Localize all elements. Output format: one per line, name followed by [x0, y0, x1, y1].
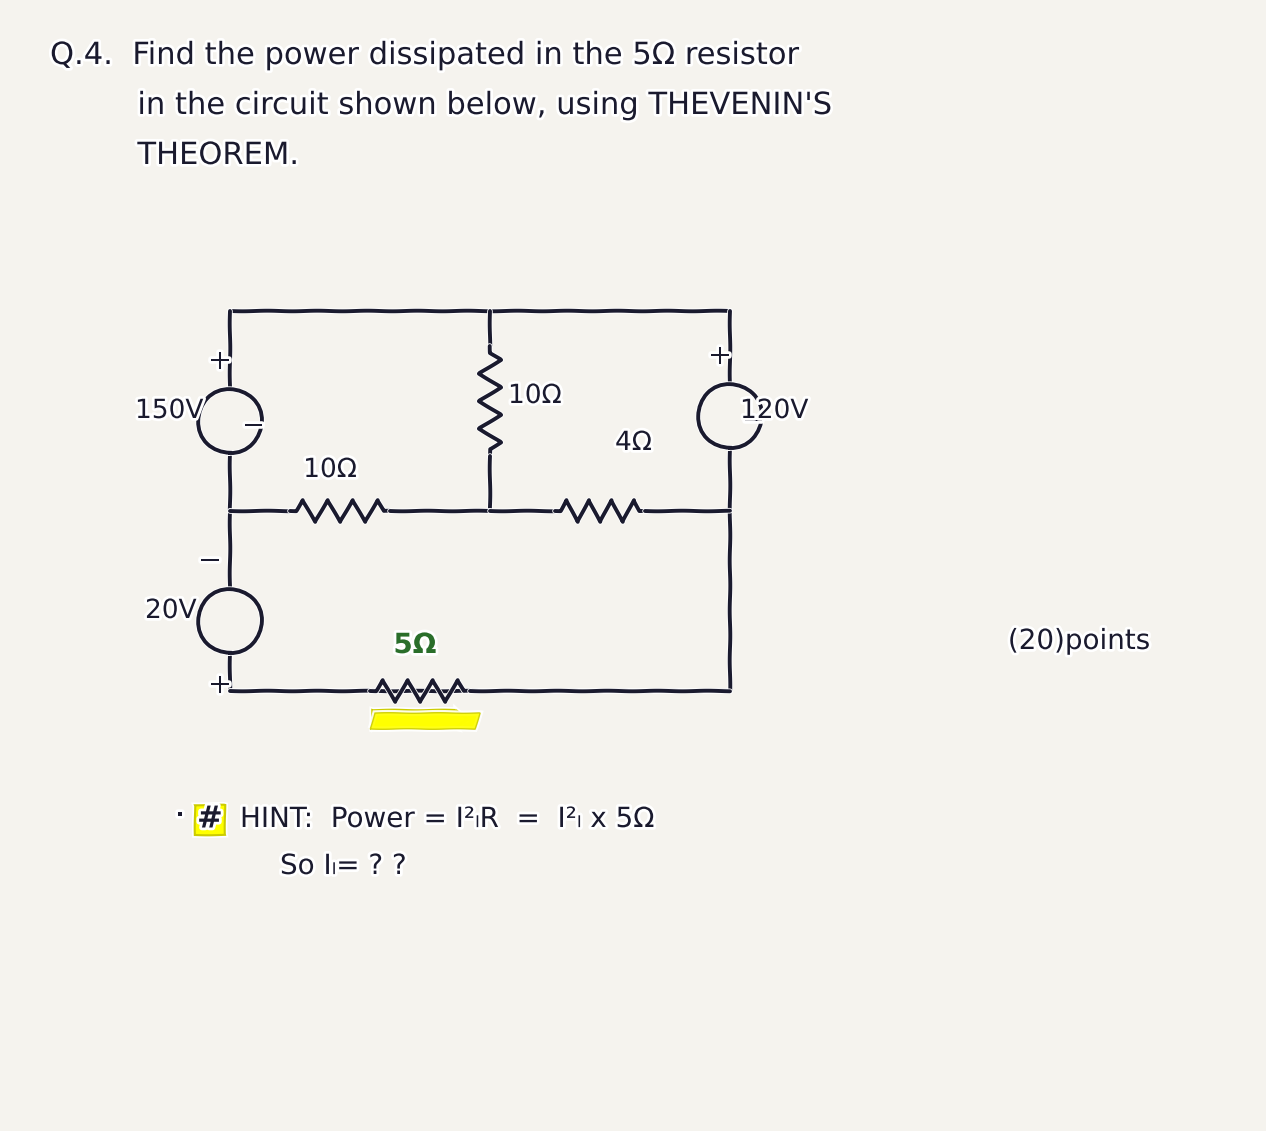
Text: −: − — [742, 407, 765, 435]
FancyArrow shape — [372, 710, 468, 728]
Text: 4Ω: 4Ω — [615, 430, 652, 456]
Text: +: + — [209, 347, 232, 375]
Text: 10Ω: 10Ω — [508, 383, 562, 409]
Bar — [195, 805, 225, 835]
Text: in the circuit shown below, using THEVENIN'S: in the circuit shown below, using THEVEN… — [49, 90, 832, 120]
Text: (20)points: (20)points — [1008, 627, 1150, 655]
Text: 150V: 150V — [135, 398, 204, 424]
Text: −: − — [199, 547, 222, 575]
Text: ·: · — [175, 800, 185, 832]
Text: +: + — [708, 342, 732, 370]
Text: #: # — [197, 804, 223, 834]
Text: THEOREM.: THEOREM. — [49, 141, 299, 170]
Text: So Iₗ= ? ?: So Iₗ= ? ? — [280, 852, 406, 880]
Text: 20V: 20V — [146, 598, 196, 624]
Text: −: − — [242, 412, 266, 440]
Text: HINT:  Power = I²ₗR  =  I²ₗ x 5Ω: HINT: Power = I²ₗR = I²ₗ x 5Ω — [241, 805, 655, 834]
Polygon shape — [370, 713, 480, 729]
Text: +: + — [209, 671, 232, 699]
Text: 10Ω: 10Ω — [303, 457, 357, 483]
Text: 5Ω: 5Ω — [394, 631, 437, 659]
Text: 120V: 120V — [741, 398, 808, 424]
Text: Q.4.  Find the power dissipated in the 5Ω resistor: Q.4. Find the power dissipated in the 5Ω… — [49, 41, 798, 70]
